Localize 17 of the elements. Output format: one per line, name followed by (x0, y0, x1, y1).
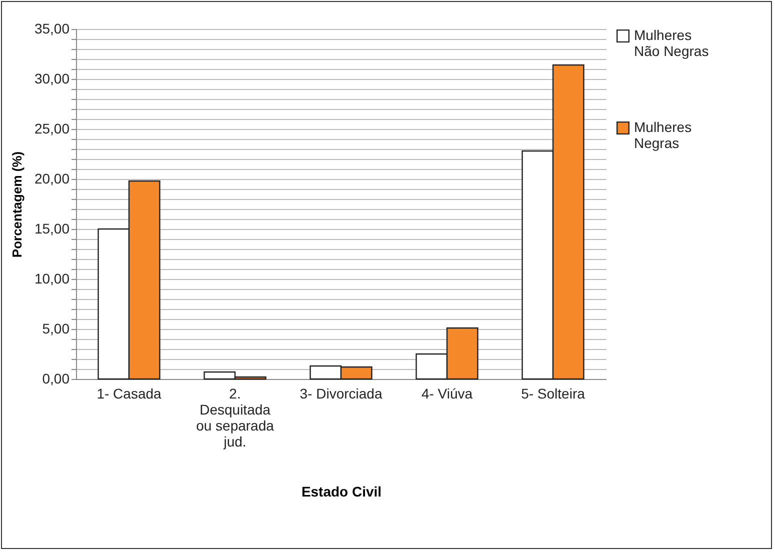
x-tick-label: 2. Desquitada ou separada jud. (196, 386, 274, 450)
x-tick-label: 4- Viúva (421, 386, 473, 402)
y-tick-label: 15,00 (34, 220, 70, 236)
x-tick-label: 3- Divorciada (300, 386, 382, 402)
x-tick-label: 1- Casada (96, 386, 162, 402)
y-tick-label: 35,00 (34, 20, 70, 36)
x-tick-label: 5- Solteira (521, 386, 586, 402)
y-tick-label: 20,00 (34, 170, 70, 186)
y-tick-label: 10,00 (34, 270, 70, 286)
y-tick-label: 5,00 (42, 320, 70, 336)
x-axis-title: Estado Civil (301, 484, 382, 500)
legend-label: Mulheres Negras (634, 119, 692, 151)
legend-label: Mulheres Não Negras (634, 27, 709, 59)
y-tick-label: 25,00 (34, 120, 70, 136)
y-tick-label: 0,00 (42, 370, 70, 386)
y-tick-label: 30,00 (34, 70, 70, 86)
y-axis-title: Porcentagem (%) (9, 151, 24, 258)
